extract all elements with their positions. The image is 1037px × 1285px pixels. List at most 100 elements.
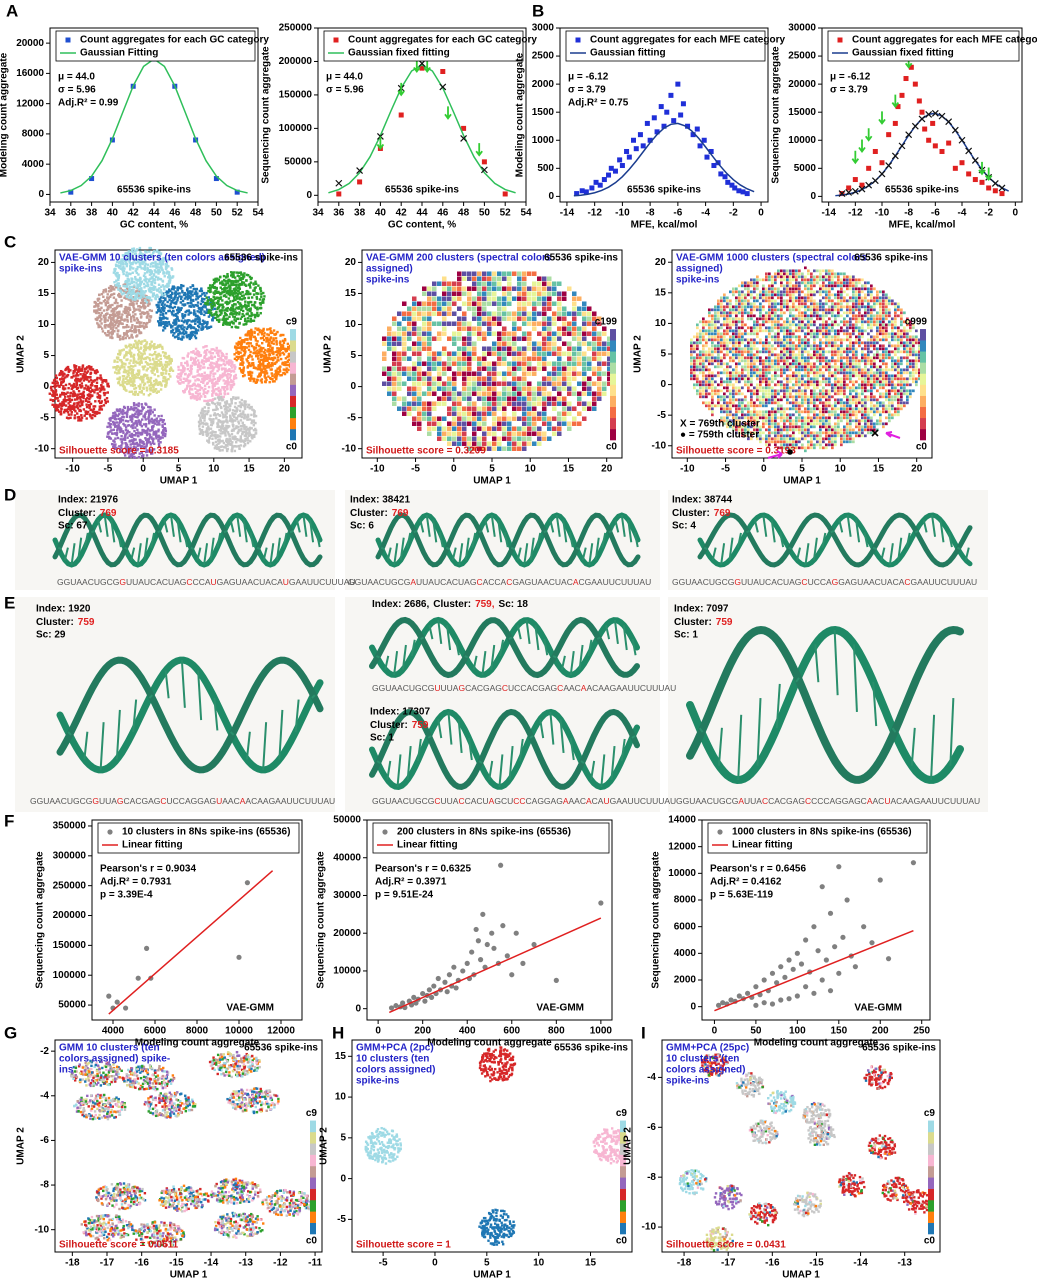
cluster-point (147, 367, 149, 369)
cluster-point (106, 426, 108, 428)
point (695, 127, 700, 132)
cluster-point (278, 349, 280, 351)
point (900, 93, 905, 98)
cluster-point (231, 362, 233, 364)
cluster-point (180, 296, 182, 298)
cluster-point (155, 355, 157, 357)
cluster-point (76, 382, 78, 384)
cluster-point (210, 303, 212, 305)
point (873, 149, 878, 154)
cluster-point (240, 309, 242, 311)
cluster-point (276, 350, 278, 352)
cluster-point (257, 368, 259, 370)
cluster-point (230, 284, 232, 286)
cluster-point (209, 415, 211, 417)
stat-text: μ = 44.0 (326, 72, 363, 83)
cluster-point (134, 313, 136, 315)
cluster-point (83, 387, 85, 389)
cluster-point (256, 292, 258, 294)
cluster-point (252, 336, 254, 338)
cluster-point (205, 358, 207, 360)
cluster-point (118, 313, 120, 315)
cluster-point (261, 302, 263, 304)
cluster-point (108, 290, 110, 292)
cluster-point (239, 351, 241, 353)
cluster-point (242, 412, 244, 414)
cluster-point (176, 309, 178, 311)
y-tick-label: 0 (38, 189, 44, 200)
cluster-point (234, 410, 236, 412)
cluster-point (180, 307, 182, 309)
cluster-point (130, 384, 132, 386)
cluster-point (199, 355, 201, 357)
cluster-point (249, 432, 251, 434)
cluster-point (178, 307, 180, 309)
cluster-point (246, 274, 248, 276)
panel-label: E (4, 593, 15, 612)
cluster-point (221, 449, 223, 451)
cluster-point (232, 305, 234, 307)
x-tick-label: 50 (479, 208, 491, 219)
cluster-point (239, 302, 241, 304)
cluster-point (159, 317, 161, 319)
cluster-point (223, 379, 225, 381)
cluster-point (70, 413, 72, 415)
cluster-point (166, 317, 168, 319)
x-tick-label: 46 (437, 208, 449, 219)
cluster-point (143, 350, 145, 352)
cluster-point (134, 416, 136, 418)
cluster-point (58, 385, 60, 387)
y-tick-label: 30000 (788, 23, 816, 34)
cluster-point (67, 387, 69, 389)
point (846, 185, 851, 190)
cluster-point (122, 430, 124, 432)
cluster-point (218, 435, 220, 437)
y-tick-label: 12000 (16, 98, 44, 109)
cluster-point (235, 281, 237, 283)
cluster-point (157, 301, 159, 303)
cluster-point (209, 372, 211, 374)
cluster-point (141, 340, 143, 342)
cluster-point (67, 406, 69, 408)
cluster-point (214, 317, 216, 319)
cluster-point (161, 347, 163, 349)
cluster-point (96, 319, 98, 321)
cluster-point (197, 383, 199, 385)
cluster-point (236, 295, 238, 297)
cluster-point (113, 319, 115, 321)
cluster-point (204, 396, 206, 398)
cluster-point (249, 440, 251, 442)
cluster-point (253, 367, 255, 369)
cluster-point (261, 354, 263, 356)
cluster-point (119, 338, 121, 340)
cluster-point (129, 265, 131, 267)
cluster-point (225, 418, 227, 420)
cluster-point (150, 377, 152, 379)
cluster-point (132, 383, 134, 385)
cluster-point (194, 387, 196, 389)
cluster-point (241, 306, 243, 308)
cluster-point (53, 382, 55, 384)
cluster-point (67, 417, 69, 419)
cluster-point (202, 425, 204, 427)
cluster-point (124, 407, 126, 409)
cluster-point (133, 345, 135, 347)
x-tick-label: 34 (44, 208, 56, 219)
cluster-point (198, 362, 200, 364)
cluster-point (138, 351, 140, 353)
point (745, 191, 750, 196)
cluster-point (243, 441, 245, 443)
cluster-point (196, 371, 198, 373)
cluster-point (149, 290, 151, 292)
cluster-point (143, 407, 145, 409)
cluster-point (115, 280, 117, 282)
cluster-point (206, 423, 208, 425)
cluster-point (241, 348, 243, 350)
cluster-point (115, 274, 117, 276)
cluster-point (249, 379, 251, 381)
cluster-point (177, 373, 179, 375)
cluster-point (100, 302, 102, 304)
cluster-point (171, 311, 173, 313)
cluster-point (214, 447, 216, 449)
cluster-point (122, 273, 124, 275)
